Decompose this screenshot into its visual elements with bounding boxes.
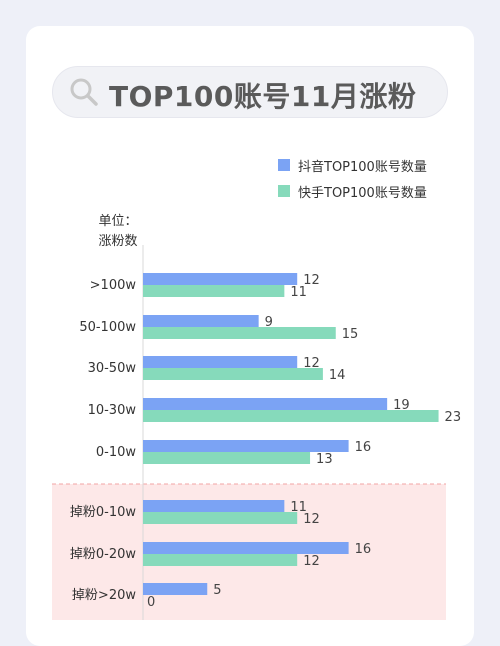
page-title: TOP100账号11月涨粉	[109, 80, 417, 113]
bar	[143, 542, 349, 554]
legend-item-kuaishou: 快手TOP100账号数量	[278, 178, 427, 204]
value-label: 11	[290, 500, 307, 515]
value-label: 16	[355, 542, 372, 557]
chart-legend: 抖音TOP100账号数量 快手TOP100账号数量	[278, 152, 427, 204]
title-search-bar: TOP100账号11月涨粉	[52, 66, 448, 118]
value-label: 15	[342, 327, 359, 342]
category-label: 50-100w	[79, 320, 136, 335]
category-label: 30-50w	[88, 361, 137, 376]
legend-swatch-douyin	[278, 159, 290, 171]
value-label: 0	[147, 595, 155, 610]
value-label: 23	[445, 410, 462, 425]
bar	[143, 273, 298, 285]
category-label: 掉粉>20w	[72, 588, 136, 603]
value-label: 19	[393, 398, 410, 413]
value-label: 5	[213, 583, 221, 598]
bar	[143, 398, 388, 410]
unit-label-line2: 涨粉数	[98, 234, 138, 249]
bar	[143, 583, 208, 595]
category-label: 掉粉0-10w	[70, 505, 137, 520]
bar	[143, 368, 323, 380]
value-label: 14	[329, 368, 346, 383]
bar	[143, 285, 285, 297]
unit-label-line1: 单位：	[98, 214, 138, 229]
bar	[143, 315, 259, 327]
bar	[143, 440, 349, 452]
search-icon	[70, 78, 98, 106]
value-label: 13	[316, 452, 333, 467]
bar	[143, 410, 439, 422]
category-label: 掉粉0-20w	[70, 547, 137, 562]
value-label: 12	[303, 512, 320, 527]
category-label: 0-10w	[96, 445, 137, 460]
unit-label: 单位： 涨粉数	[90, 212, 146, 252]
bar	[143, 356, 298, 368]
value-label: 12	[303, 273, 320, 288]
value-label: 9	[265, 315, 273, 330]
category-label: >100w	[90, 278, 137, 293]
legend-swatch-kuaishou	[278, 185, 290, 197]
legend-label-douyin: 抖音TOP100账号数量	[298, 159, 427, 175]
bar	[143, 554, 298, 566]
legend-item-douyin: 抖音TOP100账号数量	[278, 152, 427, 178]
value-label: 16	[355, 440, 372, 455]
value-label: 12	[303, 554, 320, 569]
bar	[143, 512, 298, 524]
category-label: 10-30w	[88, 403, 137, 418]
value-label: 11	[290, 285, 307, 300]
legend-label-kuaishou: 快手TOP100账号数量	[298, 185, 427, 201]
bar	[143, 500, 285, 512]
bar	[143, 452, 311, 464]
bar	[143, 327, 336, 339]
value-label: 12	[303, 356, 320, 371]
